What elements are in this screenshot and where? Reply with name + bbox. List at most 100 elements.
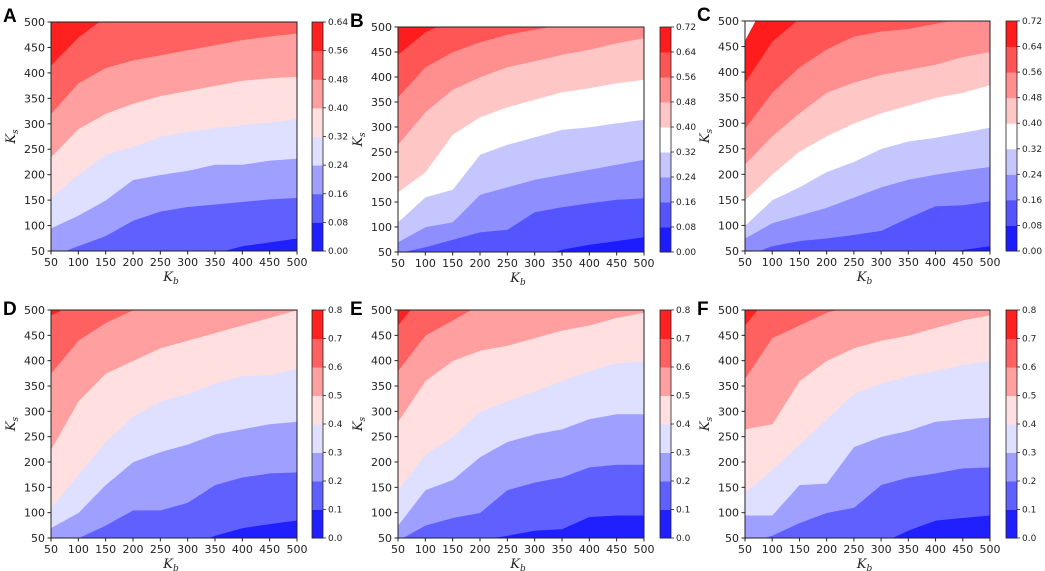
colorbar-tick-label: 0.64 <box>676 48 696 58</box>
x-tick-label: 300 <box>177 543 198 556</box>
y-tick-label: 50 <box>378 246 392 259</box>
y-tick-label: 200 <box>24 169 45 182</box>
contour-band-0 <box>891 514 990 538</box>
colorbar-tick-label: 0.40 <box>1022 119 1042 129</box>
x-tick-label: 400 <box>925 256 946 269</box>
colorbar-tick-label: 0.24 <box>676 173 696 183</box>
y-tick-label: 450 <box>371 329 392 342</box>
colorbar-band <box>1006 72 1017 99</box>
x-tick-label: 200 <box>470 257 491 270</box>
y-tick-label: 350 <box>24 380 45 393</box>
panel-f: 50 100 150 200 250 300 350 400 450 500 50 100 150 200… <box>697 299 1037 571</box>
y-tick-label: 300 <box>24 405 45 418</box>
colorbar-band <box>660 177 671 203</box>
colorbar: 0.0 0.1 0.2 0.3 0.4 0.5 0.6 0.7 0.8 <box>311 306 343 544</box>
plot-frame <box>50 309 298 539</box>
x-tick-label: 100 <box>68 256 89 269</box>
x-tick-label: 350 <box>205 256 226 269</box>
colorbar-band <box>660 424 671 453</box>
colorbar-tick-label: 0.48 <box>676 98 696 108</box>
y-tick-label: 350 <box>371 380 392 393</box>
x-tick-label: 500 <box>980 256 1001 269</box>
colorbar-band <box>660 202 671 228</box>
contour-fills <box>745 310 990 538</box>
x-tick-label: 300 <box>524 543 545 556</box>
y-tick-label: 300 <box>718 405 739 418</box>
colorbar-band <box>312 222 323 252</box>
x-tick-label: 450 <box>259 256 280 269</box>
y-tick-label: 100 <box>371 507 392 520</box>
contour-band-7 <box>398 310 411 326</box>
y-tick-label: 400 <box>371 71 392 84</box>
colorbar-band <box>660 227 671 253</box>
y-tick-label: 150 <box>24 481 45 494</box>
x-tick-label: 150 <box>95 256 116 269</box>
x-tick-label: 500 <box>287 256 308 269</box>
contour-band-7 <box>745 310 758 326</box>
colorbar-band <box>1006 424 1017 453</box>
colorbar-tick-label: 0.48 <box>1022 94 1042 104</box>
colorbar-band <box>660 27 671 53</box>
colorbar-tick-label: 0.1 <box>1022 506 1036 516</box>
panel-e: 50 100 150 200 250 300 350 400 450 500 50 100 150 200… <box>350 299 691 571</box>
colorbar-tick-label: 0.4 <box>328 420 343 430</box>
y-tick-label: 50 <box>378 532 392 545</box>
colorbar-tick-label: 0.24 <box>1022 170 1042 180</box>
colorbar-tick-label: 0.08 <box>1022 221 1042 231</box>
colorbar-tick-label: 0.64 <box>1022 43 1042 53</box>
colorbar-tick-label: 0.08 <box>328 218 348 228</box>
y-axis-label: Ks <box>351 416 368 432</box>
colorbar-tick-label: 0.0 <box>1022 534 1037 544</box>
y-tick-label: 300 <box>718 117 739 130</box>
x-tick-label: 100 <box>762 543 783 556</box>
plot-frame <box>397 26 645 253</box>
contour-band-5 <box>398 310 644 423</box>
y-axis-label: Ks <box>4 416 21 432</box>
x-tick-label: 350 <box>552 543 573 556</box>
x-tick-label: 250 <box>843 256 864 269</box>
y-tick-label: 450 <box>718 41 739 54</box>
y-tick-label: 250 <box>24 431 45 444</box>
contour-fills <box>745 21 990 251</box>
y-tick-label: 100 <box>718 507 739 520</box>
colorbar-tick-label: 0.3 <box>676 449 690 459</box>
contour-fills <box>398 27 644 252</box>
colorbar-tick-label: 0.8 <box>328 306 343 316</box>
y-tick-label: 300 <box>371 405 392 418</box>
contour-band-0 <box>222 237 297 251</box>
x-tick-label: 50 <box>738 543 752 556</box>
x-tick-label: 50 <box>44 543 58 556</box>
contour-band-7 <box>745 21 951 129</box>
y-tick-label: 500 <box>371 304 392 317</box>
y-tick-label: 250 <box>718 431 739 444</box>
y-tick-label: 200 <box>371 171 392 184</box>
colorbar-tick-label: 0.3 <box>1022 449 1036 459</box>
plot-frame <box>744 20 991 252</box>
y-tick-label: 200 <box>371 456 392 469</box>
x-tick-label: 250 <box>150 543 171 556</box>
colorbar-band <box>660 52 671 78</box>
x-tick-label: 200 <box>123 543 144 556</box>
colorbar-band <box>660 452 671 482</box>
x-tick-label: 400 <box>925 543 946 556</box>
x-tick-label: 200 <box>470 543 491 556</box>
x-tick-label: 250 <box>150 256 171 269</box>
panel-b: 50 100 150 200 250 300 350 400 450 500 50 100 150 200… <box>350 11 696 288</box>
x-tick-label: 100 <box>415 257 436 270</box>
y-tick-label: 250 <box>371 431 392 444</box>
plot-frame <box>744 309 991 539</box>
colorbar-tick-label: 0.40 <box>328 104 348 114</box>
y-tick-label: 500 <box>24 304 45 317</box>
colorbar-tick-label: 0.40 <box>676 123 696 133</box>
y-tick-label: 50 <box>725 245 739 258</box>
x-tick-label: 450 <box>606 543 627 556</box>
colorbar-tick-label: 0.32 <box>1022 145 1042 155</box>
x-tick-label: 100 <box>68 543 89 556</box>
colorbar-tick-label: 0.1 <box>328 506 342 516</box>
x-tick-label: 500 <box>634 543 655 556</box>
panel-a: 50 100 150 200 250 300 350 400 450 500 50 100 150 200… <box>3 6 348 287</box>
x-tick-label: 400 <box>579 257 600 270</box>
colorbar-band <box>312 481 323 510</box>
y-tick-label: 500 <box>371 21 392 34</box>
panel-letter: F <box>697 299 709 320</box>
